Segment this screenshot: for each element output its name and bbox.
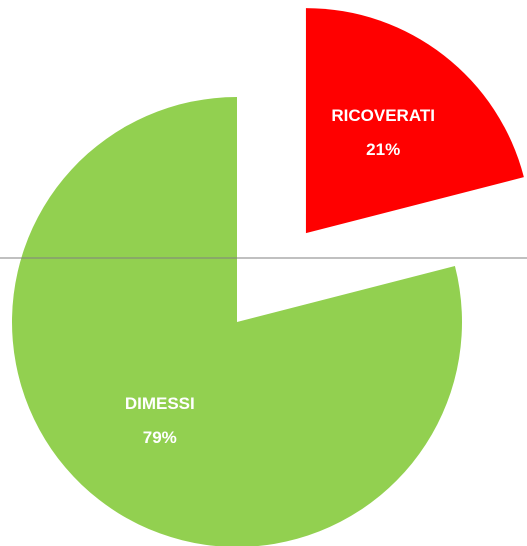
slice-label: RICOVERATI — [331, 106, 435, 125]
slice-value-label: 79% — [143, 428, 177, 447]
slice-value-label: 21% — [366, 140, 400, 159]
pie-slice — [305, 8, 524, 234]
slice-label: DIMESSI — [125, 394, 195, 413]
pie-slice — [12, 97, 462, 546]
